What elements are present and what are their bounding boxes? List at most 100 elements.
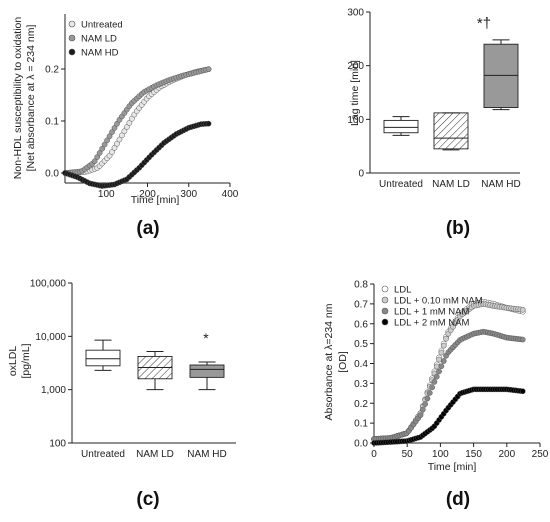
panel-d-xtick-label: 150 xyxy=(465,449,482,460)
panel-b-ytick-label: 0 xyxy=(358,169,364,180)
legend-label: LDL + 2 mM NAM xyxy=(394,318,469,329)
panel-d-xlabel: Time [min] xyxy=(428,461,477,473)
panel-d-ldl-1-mm-nam-point xyxy=(417,412,424,419)
legend-label: NAM HD xyxy=(81,48,119,59)
panel-d-ldl-2-mm-nam-point xyxy=(519,388,526,395)
legend-label: Untreated xyxy=(81,20,123,31)
panel-a-nam-ld-point xyxy=(109,129,115,135)
panel-d-ldl-0-10-mm-nam-point xyxy=(438,349,445,356)
panel-a-ylabel-2: [Net absorbance at λ = 234 nm] xyxy=(25,25,37,172)
panel-d: Absorbance at λ=234 nm [OD] 0.0 0.1 0.2 0.3… xyxy=(323,280,549,511)
panel-b-box-0 xyxy=(383,116,419,136)
panel-d-ytick-label: 0.5 xyxy=(354,339,368,350)
panel-a-untreated-point xyxy=(116,136,123,143)
panel-a-untreated-point xyxy=(126,120,133,126)
panel-d-ytick-label: 0.8 xyxy=(354,280,368,291)
panel-d-label: (d) xyxy=(446,489,470,510)
legend-label: LDL xyxy=(394,285,411,296)
panel-d-ldl-1-mm-nam-point xyxy=(440,358,447,364)
panel-d-ldl-1-mm-nam-point xyxy=(429,384,435,391)
panel-b-significance: *† xyxy=(477,15,491,32)
panel-a-nam-ld-point xyxy=(111,125,118,131)
panel-d-ldl-1-mm-nam-point xyxy=(422,401,428,407)
panel-d-ylabel-1: Absorbance at λ=234 nm xyxy=(323,303,335,420)
panel-a-ylabel-1: Non-HDL susceptibility to oxidation xyxy=(12,17,24,180)
panel-c-category-label: Untreated xyxy=(81,449,125,460)
legend-marker xyxy=(381,296,389,304)
panel-c-box-0 xyxy=(85,339,121,371)
panel-d-xtick-label: 0 xyxy=(371,449,377,460)
legend-label: LDL + 0.10 mM NAM xyxy=(394,296,483,307)
panel-b: Lag time [min] 0 100 200 300 Untreated NAM L… xyxy=(347,8,520,240)
panel-a-nam-ld-point xyxy=(101,141,108,148)
panel-d-ytick-label: 0.3 xyxy=(354,379,368,390)
panel-b-box xyxy=(383,119,419,134)
panel-c-box-1 xyxy=(137,350,173,391)
panel-a-nam-ld-point xyxy=(91,158,98,165)
panel-a-xtick-label: 200 xyxy=(139,189,156,200)
panel-c-significance: * xyxy=(203,330,209,346)
panel-b-box xyxy=(483,43,519,108)
panel-c-ytick-label: 100 xyxy=(49,439,66,450)
panel-a-label: (a) xyxy=(136,218,159,239)
panel-a-ytick-label: 0.2 xyxy=(45,65,59,76)
legend-label: LDL + 1 mM NAM xyxy=(394,307,469,318)
panel-a-xtick-label: 400 xyxy=(222,189,239,200)
panel-a-ytick-label: 0.0 xyxy=(45,169,59,180)
panel-d-ytick-label: 0.2 xyxy=(354,399,368,410)
panel-c-ylabel-1: oxLDL xyxy=(7,346,19,377)
panel-b-category-label: NAM HD xyxy=(481,179,520,190)
panel-d-ldl-0-10-mm-nam-point xyxy=(440,342,447,349)
panel-b-box xyxy=(433,112,469,150)
panel-c-ytick-label: 100,000 xyxy=(30,279,67,290)
panel-d-ldl-0-10-mm-nam-point xyxy=(443,335,449,342)
panel-c-box xyxy=(85,349,121,367)
panel-b-box-2 xyxy=(483,39,519,111)
panel-c-box-2 xyxy=(189,361,225,391)
panel-a-untreated-point xyxy=(128,115,135,122)
panel-b-category-label: NAM LD xyxy=(432,179,470,190)
panel-b-ytick-label: 100 xyxy=(347,115,364,126)
panel-d-xtick-label: 50 xyxy=(402,449,414,460)
panel-b-ylabel: Lag time [min] xyxy=(349,60,361,126)
panel-d-ytick-label: 0.6 xyxy=(354,319,368,330)
panel-a-nam-ld-point xyxy=(94,154,101,160)
legend-marker xyxy=(381,285,389,293)
panel-a-nam-ld-point xyxy=(96,150,103,156)
panel-d-ytick-label: 0.7 xyxy=(354,299,368,310)
legend-label: NAM LD xyxy=(81,34,117,45)
panel-b-ytick-label: 300 xyxy=(347,8,364,19)
legend-marker xyxy=(68,48,76,56)
panel-a-ytick-label: 0.1 xyxy=(45,117,59,128)
panel-d-ldl-0-10-mm-nam-point xyxy=(519,306,526,313)
panel-a-untreated-point xyxy=(124,124,130,130)
panel-b-label: (b) xyxy=(446,218,470,239)
panel-c-label: (c) xyxy=(136,489,159,510)
panel-c: oxLDL [pg/mL] 100 1,000 10,000 100,000 Untr… xyxy=(7,279,236,510)
panel-a-untreated-point xyxy=(119,132,125,139)
panel-a-untreated-point xyxy=(109,149,115,155)
panel-c-category-label: NAM HD xyxy=(187,449,226,460)
panel-d-ytick-label: 0.4 xyxy=(354,359,368,370)
panel-b-box-1 xyxy=(433,112,469,151)
panel-a: Non-HDL susceptibility to oxidation [Net… xyxy=(12,14,239,239)
panel-a-nam-ld-point xyxy=(99,145,105,152)
panel-a-nam-ld-point xyxy=(106,133,113,140)
panel-a-xtick-label: 100 xyxy=(98,189,115,200)
panel-d-ldl-1-mm-nam-point xyxy=(419,406,426,413)
legend-marker xyxy=(68,34,76,42)
panel-d-xtick-label: 100 xyxy=(432,449,449,460)
panel-d-ldl-1-mm-nam-point xyxy=(433,373,440,380)
panel-d-ldl-1-mm-nam-point xyxy=(436,368,442,375)
panel-d-ldl-1-mm-nam-point xyxy=(438,363,445,370)
panel-d-xtick-label: 250 xyxy=(532,449,549,460)
panel-a-nam-ld-point xyxy=(205,66,212,73)
panel-c-ytick-label: 1,000 xyxy=(41,385,66,396)
legend-marker xyxy=(381,318,389,326)
panel-d-ldl-1-mm-nam-point xyxy=(519,336,526,343)
panel-a-nam-ld-point xyxy=(104,137,110,144)
panel-d-ldl-1-mm-nam-point xyxy=(426,390,433,396)
legend-marker xyxy=(68,20,76,28)
panel-c-ylabel-2: [pg/mL] xyxy=(20,343,32,378)
